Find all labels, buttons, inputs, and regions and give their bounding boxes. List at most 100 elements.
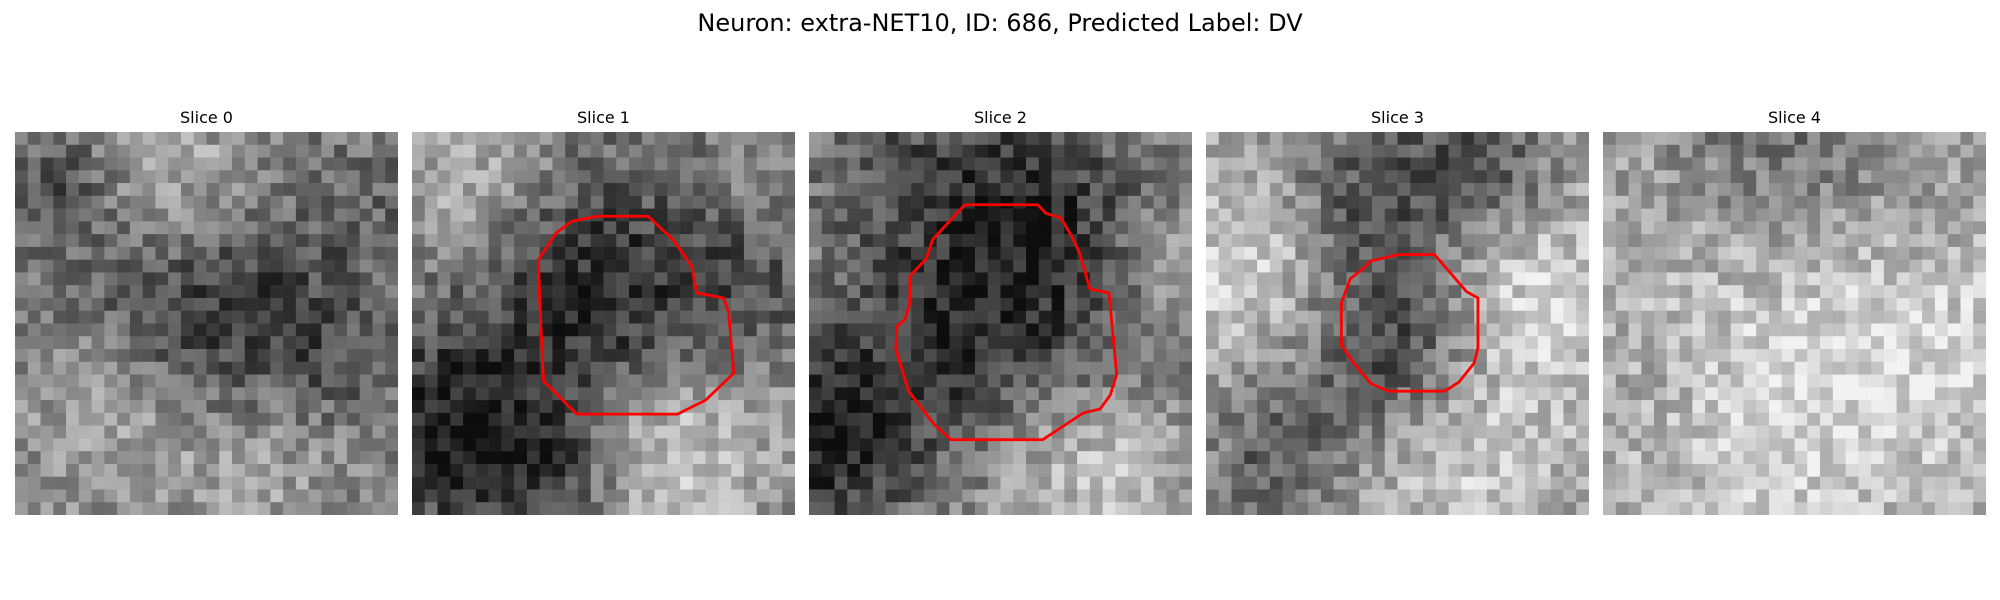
image-pixel	[923, 336, 937, 350]
image-pixel	[1960, 476, 1974, 490]
image-pixel	[385, 387, 398, 401]
image-pixel	[911, 234, 925, 248]
image-pixel	[1883, 221, 1897, 235]
image-pixel	[731, 221, 745, 235]
image-pixel	[885, 285, 899, 299]
image-pixel	[1013, 374, 1027, 388]
image-pixel	[129, 170, 143, 184]
image-pixel	[475, 170, 489, 184]
image-pixel	[641, 412, 655, 426]
image-pixel	[308, 195, 322, 209]
image-pixel	[1768, 259, 1782, 273]
image-pixel	[475, 412, 489, 426]
image-pixel	[603, 285, 617, 299]
image-pixel	[1960, 246, 1974, 260]
image-pixel	[1179, 195, 1192, 209]
image-pixel	[129, 349, 143, 363]
image-pixel	[1537, 259, 1551, 273]
image-pixel	[372, 272, 386, 286]
image-pixel	[1461, 234, 1475, 248]
image-pixel	[424, 425, 438, 439]
image-pixel	[898, 183, 912, 197]
image-pixel	[437, 310, 451, 324]
image-pixel	[1295, 221, 1309, 235]
image-pixel	[667, 489, 681, 503]
image-pixel	[1320, 132, 1334, 146]
image-pixel	[1883, 400, 1897, 414]
image-pixel	[283, 221, 297, 235]
image-pixel	[1140, 451, 1154, 465]
image-pixel	[923, 144, 937, 158]
image-pixel	[885, 374, 899, 388]
image-pixel	[1282, 297, 1296, 311]
image-pixel	[680, 489, 694, 503]
image-pixel	[654, 476, 668, 490]
image-pixel	[1474, 132, 1488, 146]
image-pixel	[1371, 425, 1385, 439]
image-pixel	[1282, 349, 1296, 363]
image-pixel	[1499, 272, 1513, 286]
image-pixel	[1820, 463, 1834, 477]
image-pixel	[1153, 170, 1167, 184]
image-pixel	[412, 246, 426, 260]
image-pixel	[1128, 285, 1142, 299]
image-pixel	[860, 310, 874, 324]
image-pixel	[412, 412, 426, 426]
image-pixel	[834, 272, 848, 286]
image-pixel	[718, 336, 732, 350]
image-pixel	[372, 323, 386, 337]
image-pixel	[1603, 310, 1617, 324]
image-pixel	[654, 323, 668, 337]
image-pixel	[654, 349, 668, 363]
image-pixel	[847, 183, 861, 197]
image-pixel	[1257, 272, 1271, 286]
image-pixel	[1550, 246, 1564, 260]
image-pixel	[1474, 259, 1488, 273]
image-pixel	[1474, 451, 1488, 465]
image-pixel	[1794, 259, 1808, 273]
image-pixel	[104, 387, 118, 401]
image-pixel	[1051, 183, 1065, 197]
image-pixel	[1448, 463, 1462, 477]
image-pixel	[898, 195, 912, 209]
image-pixel	[514, 361, 528, 375]
image-pixel	[1537, 451, 1551, 465]
image-pixel	[705, 451, 719, 465]
image-pixel	[1282, 323, 1296, 337]
image-pixel	[1282, 451, 1296, 465]
image-pixel	[1832, 157, 1846, 171]
image-pixel	[1883, 349, 1897, 363]
image-pixel	[117, 208, 131, 222]
image-pixel	[552, 183, 566, 197]
image-pixel	[565, 157, 579, 171]
image-pixel	[782, 387, 795, 401]
image-pixel	[1282, 400, 1296, 414]
image-pixel	[475, 451, 489, 465]
image-pixel	[1820, 157, 1834, 171]
image-pixel	[949, 400, 963, 414]
image-pixel	[475, 144, 489, 158]
image-pixel	[142, 323, 156, 337]
image-pixel	[1089, 272, 1103, 286]
image-pixel	[936, 208, 950, 222]
image-pixel	[616, 259, 630, 273]
image-pixel	[1641, 323, 1655, 337]
image-pixel	[1896, 144, 1910, 158]
image-pixel	[872, 183, 886, 197]
image-pixel	[1077, 221, 1091, 235]
image-pixel	[1768, 170, 1782, 184]
image-pixel	[1679, 157, 1693, 171]
image-pixel	[1038, 323, 1052, 337]
image-pixel	[526, 502, 540, 515]
image-pixel	[539, 310, 553, 324]
image-pixel	[1654, 157, 1668, 171]
image-pixel	[769, 502, 783, 515]
image-pixel	[1628, 157, 1642, 171]
image-pixel	[974, 132, 988, 146]
image-pixel	[1768, 336, 1782, 350]
image-pixel	[1909, 349, 1923, 363]
image-pixel	[437, 412, 451, 426]
image-pixel	[295, 438, 309, 452]
image-pixel	[270, 234, 284, 248]
image-pixel	[1947, 374, 1961, 388]
